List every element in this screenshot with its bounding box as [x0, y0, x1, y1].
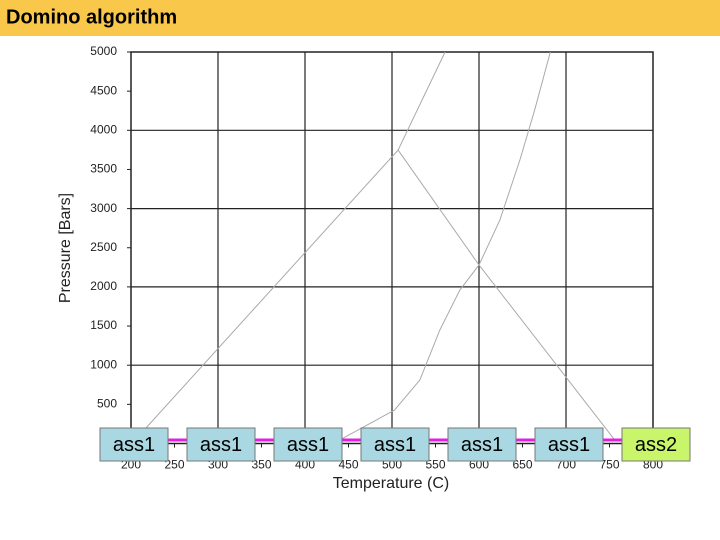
y-tick-label: 4500 [90, 83, 117, 97]
domino-box [360, 427, 430, 462]
domino-box [99, 427, 169, 462]
domino-label: ass1 [287, 434, 329, 456]
domino-label: ass1 [461, 434, 503, 456]
x-tick-label: 750 [599, 458, 619, 472]
x-tick-label: 350 [251, 458, 271, 472]
domino-box [273, 427, 343, 462]
title-bar [0, 0, 720, 36]
y-tick-label: 1000 [90, 357, 117, 371]
domino-label: ass2 [635, 434, 677, 456]
y-tick-label: 2000 [90, 279, 117, 293]
y-tick-label: 5000 [90, 44, 117, 58]
slide-title: Domino algorithm [6, 6, 177, 28]
domino-box [621, 427, 691, 462]
x-axis-label: Temperature (C) [333, 475, 449, 492]
y-tick-label: 3500 [90, 162, 117, 176]
y-axis-label: Pressure [Bars] [57, 193, 74, 303]
domino-label: ass1 [113, 434, 155, 456]
domino-label: ass1 [548, 434, 590, 456]
x-tick-label: 550 [425, 458, 445, 472]
y-tick-label: 1500 [90, 318, 117, 332]
x-tick-label: 450 [338, 458, 358, 472]
x-tick-label: 250 [164, 458, 184, 472]
curve [339, 51, 551, 441]
x-tick-label: 650 [512, 458, 532, 472]
domino-label: ass1 [200, 434, 242, 456]
y-tick-label: 2500 [90, 240, 117, 254]
y-tick-label: 3000 [90, 201, 117, 215]
domino-box [186, 427, 256, 462]
domino-box [447, 427, 517, 462]
domino-label: ass1 [374, 434, 416, 456]
y-tick-label: 4000 [90, 122, 117, 136]
y-tick-label: 500 [97, 397, 117, 411]
domino-box [534, 427, 604, 462]
